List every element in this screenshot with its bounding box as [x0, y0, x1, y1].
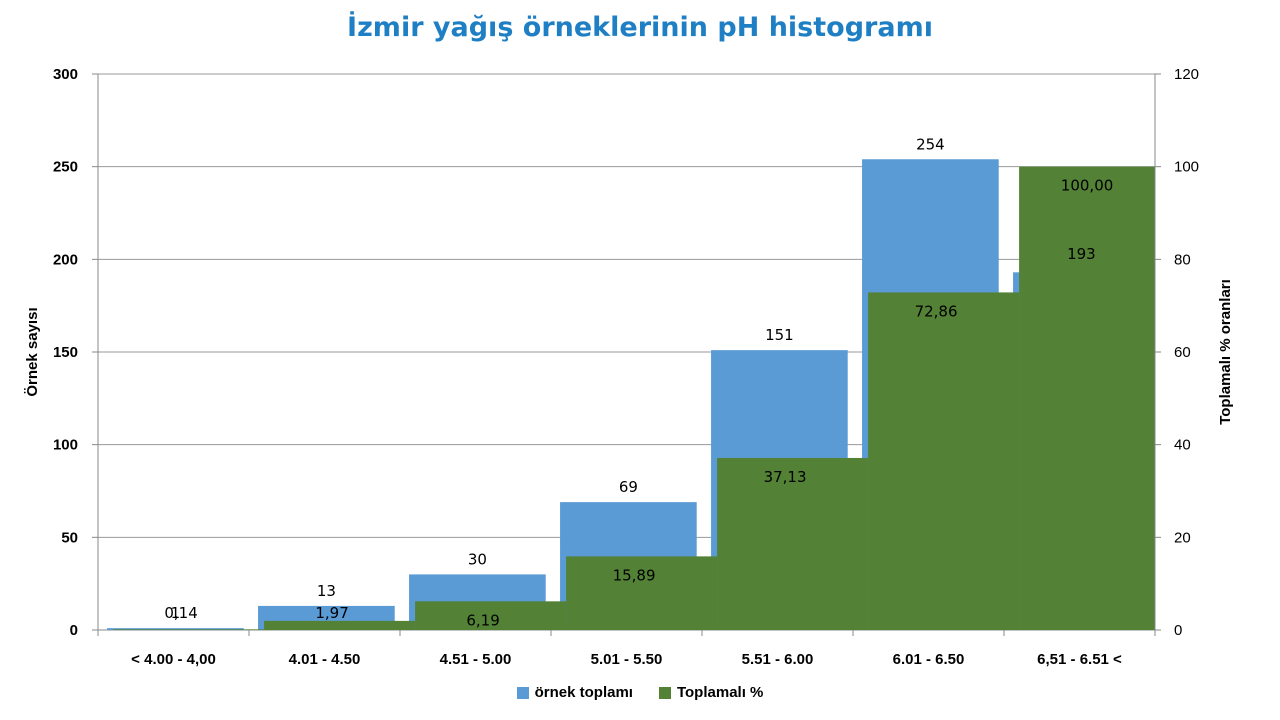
- x-tick-label: 5.01 - 5.50: [591, 651, 663, 668]
- bars: [107, 159, 1155, 630]
- x-tick-label: 6,51 - 6.51 <: [1037, 651, 1122, 668]
- y2-tick-label: 80: [1174, 251, 1191, 268]
- y-tick-label: 200: [53, 251, 78, 268]
- y2-tick-label: 60: [1174, 344, 1191, 361]
- y-axis-label: Örnek sayısı: [24, 307, 41, 396]
- x-tick-label: < 4.00 - 4,00: [131, 651, 216, 668]
- legend-item-series-1: örnek toplamı: [516, 684, 633, 701]
- data-label-cumulative: 100,00: [1061, 177, 1114, 195]
- data-label-count: 69: [619, 478, 638, 496]
- data-label-cumulative: 6,19: [466, 611, 499, 629]
- bar-cumulative: [1019, 166, 1155, 630]
- data-label-count: 13: [317, 582, 336, 600]
- x-tick-label: 4.51 - 5.00: [440, 651, 512, 668]
- bar-cumulative: [717, 457, 869, 630]
- data-label-count: 193: [1067, 245, 1096, 263]
- y2-tick-label: 100: [1174, 159, 1199, 176]
- data-label-cumulative: 1,97: [315, 604, 348, 622]
- x-tick-label: 6.01 - 6.50: [893, 651, 965, 668]
- bar-cumulative: [264, 620, 416, 630]
- data-label-count: 254: [916, 135, 945, 153]
- legend-swatch: [658, 686, 671, 699]
- y2-tick-label: 20: [1174, 529, 1191, 546]
- legend-swatch: [516, 686, 529, 699]
- y-tick-label: 50: [61, 529, 78, 546]
- y-tick-label: 0: [70, 622, 78, 639]
- bar-cumulative: [415, 601, 567, 630]
- y2-axis-label: Toplamalı % oranları: [1217, 279, 1234, 425]
- y2-tick-label: 120: [1174, 66, 1199, 83]
- y-tick-label: 150: [53, 344, 78, 361]
- x-tick-label: 4.01 - 4.50: [289, 651, 361, 668]
- legend-label: Toplamalı %: [676, 684, 764, 701]
- legend: örnek toplamı Toplamalı %: [0, 684, 1280, 701]
- bar-cumulative: [113, 629, 265, 630]
- data-label-count: 151: [765, 326, 794, 344]
- data-label-count: 1: [171, 604, 181, 622]
- y2-tick-label: 0: [1174, 622, 1182, 639]
- y-tick-label: 250: [53, 159, 78, 176]
- data-label-cumulative: 37,13: [764, 468, 807, 486]
- data-label-cumulative: 15,89: [613, 566, 656, 584]
- legend-item-series-2: Toplamalı %: [658, 684, 764, 701]
- bar-cumulative: [868, 292, 1020, 630]
- axes: 0 50 100 150 200 250 300 0 20 40 60 80 100 120 < 4.00 …: [53, 66, 1199, 668]
- legend-label: örnek toplamı: [534, 684, 633, 701]
- y2-tick-label: 40: [1174, 437, 1191, 454]
- y-tick-label: 100: [53, 437, 78, 454]
- bar-cumulative: [566, 556, 718, 630]
- data-label-count: 30: [468, 550, 487, 568]
- chart-title: İzmir yağış örneklerinin pH histogramı: [347, 12, 933, 43]
- data-label-cumulative: 0,14: [164, 604, 197, 622]
- bar-count: [107, 628, 244, 630]
- y-tick-label: 300: [53, 66, 78, 83]
- x-tick-label: 5.51 - 6.00: [742, 651, 814, 668]
- data-label-cumulative: 72,86: [915, 302, 958, 320]
- data-labels: 1 13 30 69 151 254 193 0,14 1,97 6,19 15,89 37,13 72…: [164, 135, 1113, 629]
